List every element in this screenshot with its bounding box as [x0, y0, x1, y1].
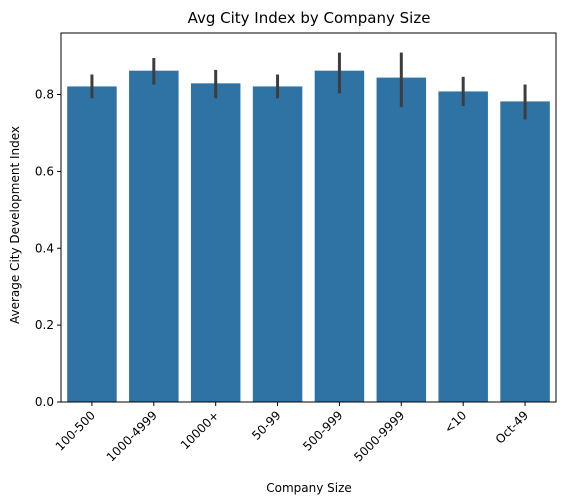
bar — [314, 70, 365, 402]
y-tick-label: 0.0 — [35, 395, 54, 409]
bar — [376, 77, 427, 403]
x-tick-label: 1000-4999 — [104, 408, 160, 464]
x-tick-label: 100-500 — [53, 408, 98, 453]
bar — [190, 83, 241, 403]
y-tick-label: 0.4 — [35, 241, 54, 255]
bars-group — [67, 70, 550, 403]
bar — [252, 86, 303, 402]
error-bars-group — [90, 52, 527, 120]
chart-title: Avg City Index by Company Size — [188, 9, 431, 27]
y-tick-label: 0.6 — [35, 164, 54, 178]
x-axis-label: Company Size — [266, 481, 352, 495]
x-tick-label: Oct-49 — [493, 408, 531, 446]
y-tick-label: 0.2 — [35, 318, 54, 332]
bar — [438, 91, 488, 403]
x-tick-label: 10000+ — [178, 408, 222, 452]
x-axis: 100-500 1000-4999 10000+ 50-99 500-999 5000-9… — [53, 402, 531, 464]
x-tick-label: 50-99 — [249, 408, 284, 443]
y-axis-label: Average City Development Index — [8, 126, 22, 324]
x-tick-label: 5000-9999 — [351, 408, 407, 464]
y-axis: 0.0 0.2 0.4 0.6 0.8 — [35, 88, 61, 409]
x-tick-label: 500-999 — [300, 408, 345, 453]
bar — [129, 70, 179, 402]
x-tick-label: <10 — [441, 408, 469, 436]
y-tick-label: 0.8 — [35, 88, 54, 102]
bar — [67, 86, 117, 402]
plot-frame — [60, 32, 557, 403]
bar — [500, 101, 550, 402]
